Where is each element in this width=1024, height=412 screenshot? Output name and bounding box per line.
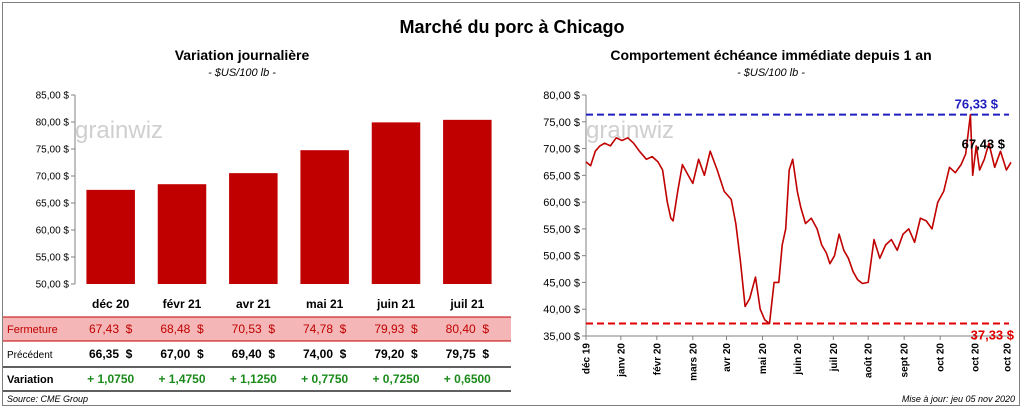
table-cell: 70,53 $ [232, 322, 276, 336]
x-tick-label: juil 20 [829, 343, 840, 373]
fermeture-row-bg [3, 317, 511, 341]
x-tick-label: oct 20 [1003, 343, 1014, 372]
table-cell: + 1,0750 [87, 372, 134, 386]
left-chart-subtitle: - $US/100 lb - [208, 67, 276, 79]
x-tick-label: avr 20 [722, 343, 733, 372]
row-label: Variation [7, 374, 54, 386]
max-value-label: 76,33 $ [955, 97, 999, 112]
category-label: juil 21 [449, 297, 484, 311]
table-cell: 68,48 $ [160, 322, 204, 336]
table-cell: 69,40 $ [232, 347, 276, 361]
table-cell: 80,40 $ [446, 322, 490, 336]
y-tick-label: 45,00 $ [543, 277, 580, 289]
category-label: déc 20 [92, 297, 130, 311]
y-tick-label: 35,00 $ [543, 331, 580, 343]
y-tick-label: 65,00 $ [543, 170, 580, 182]
category-label: juin 21 [376, 297, 415, 311]
table-cell: 74,00 $ [303, 347, 347, 361]
table-cell: 79,20 $ [374, 347, 418, 361]
y-tick-label: 55,00 $ [36, 253, 70, 264]
left-watermark-logo: grainwiz [75, 117, 163, 144]
table-cell: 79,75 $ [446, 347, 490, 361]
main-title: Marché du porc à Chicago [399, 17, 624, 37]
y-tick-label: 80,00 $ [543, 90, 580, 102]
table-cell: 67,00 $ [160, 347, 204, 361]
category-label: avr 21 [236, 297, 271, 311]
right-chart-title: Comportement échéance immédiate depuis 1… [610, 47, 931, 63]
x-tick-label: sept 20 [900, 343, 911, 378]
bar [157, 184, 207, 284]
y-tick-label: 80,00 $ [36, 118, 70, 129]
right-chart-subtitle: - $US/100 lb - [737, 67, 805, 79]
table-cell: + 1,1250 [230, 372, 277, 386]
bar [86, 189, 135, 284]
row-label: Fermeture [7, 324, 58, 336]
table-cell: + 0,7750 [301, 372, 348, 386]
report-frame: Marché du porc à Chicago Variation journ… [2, 2, 1020, 406]
bar-chart: 50,00 $ 55,00 $ 60,00 $ 65,00 $ 70,00 $ 75,00… [36, 91, 492, 311]
y-tick-label: 75,00 $ [36, 145, 70, 156]
y-tick-label: 70,00 $ [36, 172, 70, 183]
table-cell: 79,93 $ [374, 322, 418, 336]
table-cell: 66,35 $ [89, 347, 133, 361]
x-tick-label: janv 20 [616, 343, 627, 378]
bar [229, 173, 278, 284]
table-cell: 74,78 $ [303, 322, 347, 336]
x-tick-label: mars 20 [688, 343, 699, 381]
y-tick-label: 60,00 $ [36, 226, 70, 237]
y-tick-label: 70,00 $ [543, 144, 580, 156]
update-note: Mise à jour: jeu 05 nov 2020 [902, 394, 1015, 404]
x-tick-label: juin 20 [793, 343, 804, 376]
bar [443, 119, 492, 284]
category-label: févr 21 [163, 297, 202, 311]
y-tick-label: 55,00 $ [543, 224, 580, 236]
last-value-label: 67,43 $ [962, 136, 1006, 151]
y-tick-label: 50,00 $ [543, 251, 580, 263]
table-cell: + 1,4750 [158, 372, 205, 386]
y-tick-label: 60,00 $ [543, 197, 580, 209]
x-tick-label: oct 20 [971, 343, 982, 372]
left-chart-title: Variation journalière [175, 47, 310, 63]
y-tick-label: 65,00 $ [36, 199, 70, 210]
x-tick-label: déc 19 [582, 343, 593, 375]
table-cell: + 0,7250 [372, 372, 419, 386]
bar [371, 122, 421, 285]
row-label: Précédent [7, 350, 53, 361]
table-cell: 67,43 $ [89, 322, 133, 336]
y-tick-label: 75,00 $ [543, 117, 580, 129]
min-value-label: 37,33 $ [971, 328, 1015, 343]
x-tick-label: févr 20 [652, 343, 663, 376]
y-tick-label: 50,00 $ [36, 280, 70, 291]
y-tick-label: 40,00 $ [543, 304, 580, 316]
x-tick-label: oct 20 [936, 343, 947, 372]
line-chart: 35,00 $ 40,00 $ 45,00 $ 50,00 $ 55,00 $ 60,00… [543, 90, 1014, 381]
y-tick-label: 85,00 $ [36, 91, 70, 102]
report-canvas: Marché du porc à Chicago Variation journ… [3, 17, 1015, 404]
bar [300, 150, 349, 284]
data-table: Fermeture 67,43 $ 68,48 $ 70,53 $ 74,78 $ 79,… [3, 316, 511, 392]
x-tick-label: août 20 [864, 343, 875, 378]
x-tick-label: mai 20 [758, 343, 769, 375]
category-label: mai 21 [306, 297, 344, 311]
source-note: Source: CME Group [7, 394, 88, 404]
price-series-line [585, 113, 1012, 325]
table-cell: + 0,6500 [444, 372, 491, 386]
